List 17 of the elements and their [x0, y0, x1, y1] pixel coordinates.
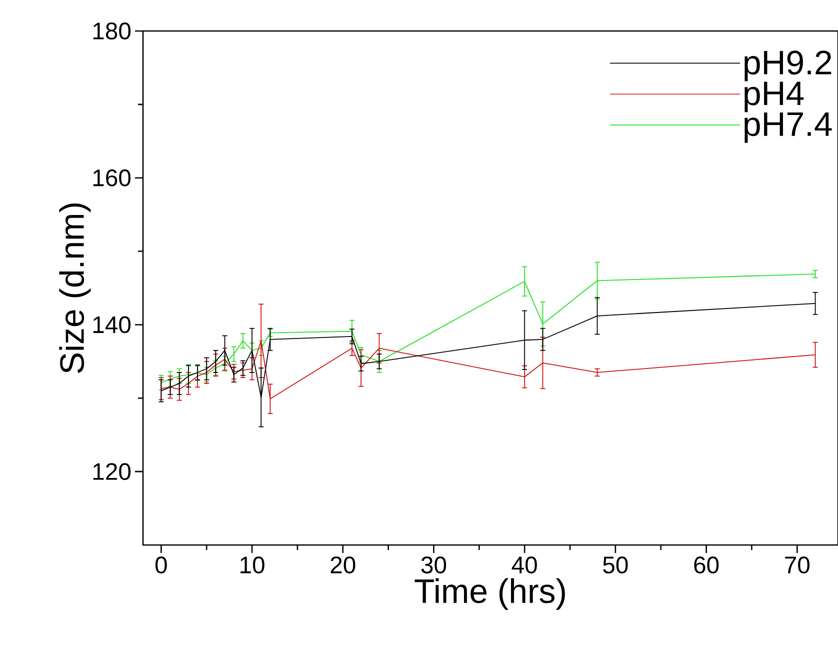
y-tick-label: 140: [93, 316, 131, 334]
legend-label: pH4: [744, 82, 804, 112]
x-tick-label: 40: [512, 556, 537, 574]
legend-label: pH7.4: [744, 112, 832, 143]
y-tick-label: 120: [93, 463, 131, 480]
x-tick-label: 60: [694, 556, 719, 574]
x-tick-label: 20: [330, 556, 356, 574]
legend-label: pH9.2: [744, 50, 832, 82]
y-tick-label: 180: [93, 22, 131, 40]
x-tick-label: 10: [240, 556, 264, 574]
x-tick-label: 70: [785, 556, 810, 574]
x-tick-label: 30: [421, 556, 446, 574]
x-axis-title: Time (hrs): [414, 578, 565, 610]
x-tick-label: 0: [155, 556, 167, 574]
y-axis-title: Size (d.nm): [59, 204, 91, 374]
y-tick-label: 160: [93, 169, 131, 186]
x-tick-label: 50: [603, 556, 628, 574]
